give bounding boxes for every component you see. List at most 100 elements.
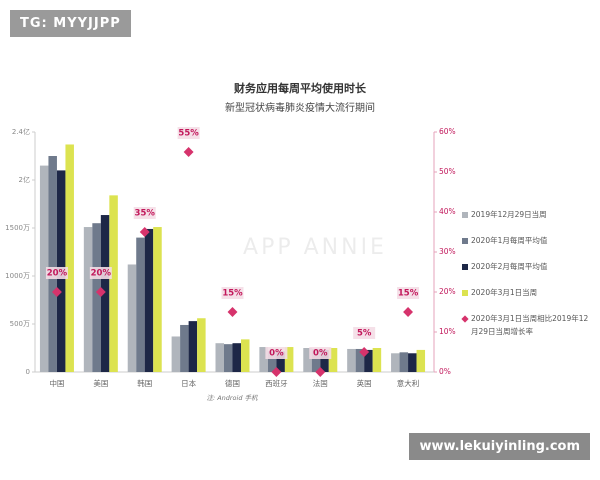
bar (197, 318, 206, 372)
diamond (271, 367, 282, 377)
bar (153, 227, 162, 372)
legend-label: 2020年2月每周平均值 (471, 262, 548, 271)
legend: 2019年12月29日当周 2020年1月每周平均值 2020年2月每周平均值 202… (461, 208, 594, 351)
x-tick-label: 德国 (225, 378, 240, 388)
legend-label: 2019年12月29日当周 (471, 210, 547, 219)
diamond (139, 227, 150, 237)
bar (65, 144, 74, 372)
legend-item: 2020年3月1日当周 (462, 286, 594, 299)
legend-swatch (461, 314, 469, 323)
bar (109, 195, 118, 372)
bar (224, 344, 233, 372)
watermark: APP ANNIE (243, 235, 387, 260)
source: 注: Android 手机 (206, 394, 258, 402)
bar (83, 227, 93, 372)
legend-swatch (462, 289, 468, 296)
label-box (89, 267, 112, 279)
diamond (315, 367, 326, 377)
bar (215, 343, 224, 372)
x-tick-label: 中国 (49, 378, 64, 388)
bar (188, 321, 198, 372)
x-tick-label: 法国 (313, 378, 328, 388)
legend-item: 2019年12月29日当周 (462, 208, 594, 221)
label-box (353, 327, 376, 339)
bar (180, 324, 189, 372)
x-tick-label: 西班牙 (265, 378, 288, 388)
y2-tick-label: 20% (439, 287, 456, 296)
data-label: 0% (269, 349, 284, 359)
bar (328, 348, 338, 372)
y-tick-label: 1000万 (5, 272, 30, 280)
data-label: 15% (222, 289, 243, 299)
y2-tick-label: 10% (439, 327, 456, 336)
legend-item: 2020年3月1日当周相比2019年12月29日当周增长率 (461, 312, 594, 338)
y2-tick-label: 50% (439, 167, 456, 176)
y-tick-label: 2.4亿 (12, 127, 30, 136)
bar (39, 165, 49, 372)
legend-swatch (462, 263, 468, 270)
bar (100, 215, 110, 372)
y2-tick-label: 0% (439, 367, 451, 376)
diamond (403, 307, 414, 317)
data-label: 20% (91, 269, 112, 279)
bar (416, 349, 426, 372)
bar (267, 351, 277, 372)
y2-tick-label: 30% (439, 247, 456, 256)
bar (399, 352, 409, 372)
bar (276, 351, 285, 372)
bar (303, 348, 312, 372)
data-label: 55% (178, 129, 199, 139)
bar (92, 223, 101, 372)
label-box (265, 347, 288, 359)
y-tick-label: 0 (26, 368, 30, 376)
y-tick-label: 2亿 (19, 175, 30, 184)
bar (48, 156, 57, 372)
x-tick-label: 韩国 (137, 378, 152, 388)
data-label: 15% (398, 289, 419, 299)
label-box (133, 207, 156, 219)
y-tick-label: 500万 (10, 320, 30, 328)
chart-title: 财务应用每周平均使用时长 (233, 81, 367, 95)
data-label: 5% (357, 329, 372, 339)
legend-swatch (462, 211, 468, 218)
legend-item: 2020年1月每周平均值 (462, 234, 594, 247)
legend-label: 2020年3月1日当周 (471, 288, 538, 297)
legend-label: 2020年3月1日当周相比2019年12月29日当周增长率 (471, 314, 589, 336)
bar (284, 347, 294, 372)
diamond (359, 347, 370, 357)
legend-item: 2020年2月每周平均值 (462, 260, 594, 273)
label-box (45, 267, 68, 279)
label-box (309, 347, 332, 359)
y-tick-label: 1500万 (5, 224, 30, 232)
diamond (227, 307, 238, 317)
data-label: 20% (47, 269, 68, 279)
bar (171, 336, 181, 372)
bar (311, 348, 321, 372)
y2-tick-label: 60% (439, 127, 456, 136)
x-tick-label: 日本 (181, 378, 196, 388)
data-label: 35% (135, 209, 156, 219)
chart-subtitle: 新型冠状病毒肺炎疫情大流行期间 (225, 101, 375, 114)
bar (241, 339, 250, 372)
label-box (397, 287, 420, 299)
bar (355, 348, 365, 372)
bar (408, 353, 417, 372)
bar (372, 348, 382, 372)
bar (144, 228, 154, 372)
bar (391, 353, 400, 372)
badge: TG: MYYJJPP (10, 10, 131, 37)
badge: www.lekuiyinling.com (409, 433, 590, 460)
data-label: 0% (313, 349, 328, 359)
legend-label: 2020年1月每周平均值 (471, 236, 548, 245)
legend-swatch (462, 237, 468, 244)
label-box (177, 127, 200, 139)
diamond (183, 147, 194, 157)
bar (347, 348, 356, 372)
bar (320, 349, 329, 372)
bar (136, 237, 145, 372)
x-tick-label: 美国 (93, 378, 108, 388)
bar (259, 347, 268, 372)
y2-tick-label: 40% (439, 207, 456, 216)
